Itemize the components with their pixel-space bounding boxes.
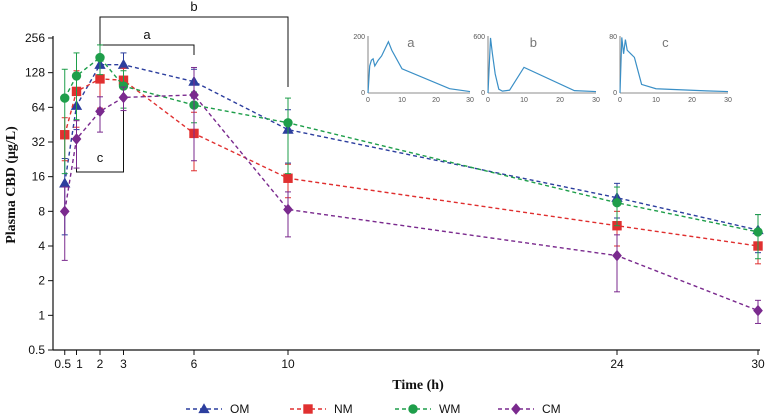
- x-tick-label: 0.5: [54, 357, 71, 371]
- data-point: [60, 93, 70, 103]
- legend-label: NM: [334, 402, 353, 416]
- data-point: [612, 198, 622, 208]
- y-tick-label: 1: [38, 308, 45, 322]
- data-point: [612, 249, 622, 262]
- data-point: [95, 74, 105, 84]
- legend-marker: [198, 403, 210, 414]
- x-tick-label: 3: [120, 357, 127, 371]
- legend-item-wm: WM: [395, 402, 460, 416]
- data-point: [189, 89, 199, 101]
- bracket-a: a: [99, 27, 195, 55]
- legend-item-nm: NM: [290, 402, 353, 416]
- inset-x-tick-label: 30: [592, 97, 600, 104]
- inset-line: [487, 37, 597, 94]
- significance-brackets: a b c: [76, 0, 289, 173]
- inset-c: 80 00 10 20 30 c: [609, 34, 732, 104]
- series-nm: [60, 60, 763, 265]
- series-line: [64, 56, 759, 233]
- y-tick-label: 0.5: [28, 343, 45, 357]
- data-point: [71, 133, 82, 145]
- inset-y-tick-label: 200: [353, 34, 365, 41]
- inset-line: [619, 37, 729, 94]
- bracket-b: b: [99, 0, 289, 87]
- inset-y-tick-label: 0: [481, 90, 485, 97]
- inset-label: a: [407, 35, 415, 50]
- inset-line: [367, 40, 471, 94]
- data-point: [283, 203, 293, 216]
- inset-b: 600 00 10 20 30 b: [473, 34, 600, 104]
- inset-x-tick-label: 20: [688, 97, 696, 104]
- legend: OM NM WM CM: [186, 402, 561, 416]
- inset-y-tick-label: 600: [473, 34, 485, 41]
- legend-item-cm: CM: [498, 402, 561, 416]
- inset-a: 200 00 10 20 30 a: [353, 34, 474, 104]
- inset-x-tick-label: 0: [618, 97, 622, 104]
- y-axis-title: Plasma CBD (μg/L): [4, 126, 19, 244]
- inset-label: c: [662, 35, 669, 50]
- inset-y-tick-label: 0: [361, 90, 365, 97]
- series-layer: [59, 44, 764, 324]
- inset-x-tick-label: 20: [556, 97, 564, 104]
- y-tick-label: 256: [25, 31, 45, 45]
- legend-marker: [303, 404, 313, 414]
- inset-x-tick-label: 0: [486, 97, 490, 104]
- x-axis-title: Time (h): [392, 378, 444, 393]
- series-wm: [60, 44, 763, 260]
- x-tick-label: 30: [751, 357, 765, 371]
- inset-x-tick-label: 0: [366, 97, 370, 104]
- x-tick-label: 24: [610, 357, 624, 371]
- data-point: [283, 118, 293, 128]
- x-tick-label: 2: [97, 357, 104, 371]
- y-tick-label: 2: [38, 274, 45, 288]
- inset-x-tick-label: 10: [398, 97, 406, 104]
- series-cm: [59, 66, 763, 324]
- bracket-label: b: [190, 0, 197, 14]
- y-tick-label: 16: [32, 170, 46, 184]
- data-point: [118, 91, 129, 104]
- inset-y-tick-label: 80: [609, 34, 617, 41]
- y-tick-label: 64: [32, 100, 46, 114]
- bracket-label: c: [97, 150, 104, 165]
- inset-y-tick-label: 0: [613, 90, 617, 97]
- data-point: [59, 205, 70, 218]
- data-point: [59, 177, 71, 188]
- legend-label: CM: [542, 402, 561, 416]
- bracket-label: a: [143, 27, 151, 42]
- y-tick-label: 32: [32, 135, 46, 149]
- inset-x-tick-label: 10: [520, 97, 528, 104]
- y-tick-label: 128: [25, 66, 45, 80]
- data-point: [283, 173, 293, 183]
- data-point: [95, 52, 105, 63]
- y-tick-label: 8: [38, 204, 45, 218]
- data-point: [753, 227, 763, 237]
- inset-x-tick-label: 30: [724, 97, 732, 104]
- inset-label: b: [530, 35, 537, 50]
- inset-x-tick-label: 10: [652, 97, 660, 104]
- data-point: [117, 58, 130, 69]
- inset-x-tick-label: 30: [466, 97, 474, 104]
- legend-label: WM: [439, 402, 460, 416]
- x-tick-label: 10: [281, 357, 295, 371]
- data-point: [753, 304, 763, 317]
- legend-item-om: OM: [186, 402, 249, 416]
- data-point: [95, 105, 105, 118]
- x-tick-label: 6: [191, 357, 198, 371]
- x-tick-label: 1: [76, 357, 83, 371]
- series-line: [64, 94, 759, 312]
- y-tick-label: 4: [38, 239, 45, 253]
- legend-marker: [408, 404, 418, 414]
- legend-marker: [511, 403, 521, 415]
- series-line: [64, 64, 759, 231]
- legend-label: OM: [230, 402, 249, 416]
- data-point: [71, 71, 82, 81]
- inset-x-tick-label: 20: [432, 97, 440, 104]
